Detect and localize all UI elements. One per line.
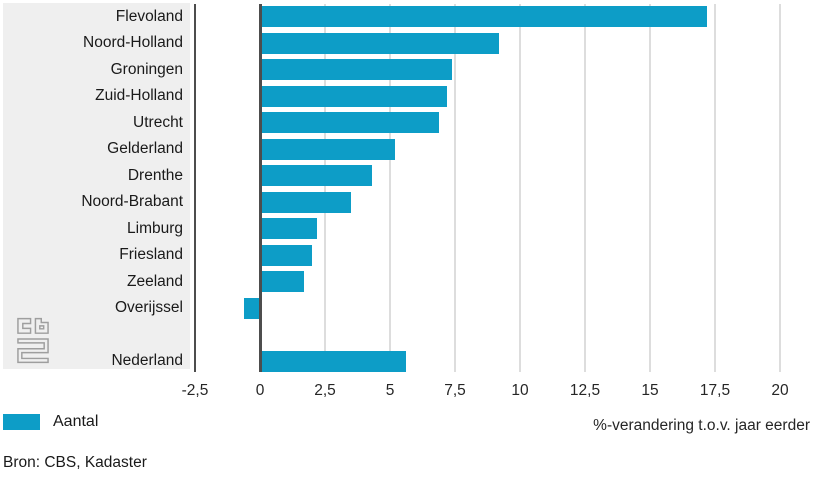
zero-axis-line [258,4,262,372]
category-label: Flevoland [115,7,183,25]
category-label: Noord-Holland [83,34,183,51]
bar-limburg [260,218,318,239]
category-label: Overijssel [114,299,183,316]
gridline [324,4,326,372]
bar-drenthe [260,165,372,186]
bar-utrecht [260,112,440,133]
cbs-logo-s [17,338,49,364]
gridline [584,4,586,372]
x-tick-label: 12,5 [569,382,601,399]
source-text: Bron: CBS, Kadaster [3,454,147,471]
x-tick-label: 0 [255,382,265,399]
legend: Aantal [3,413,98,431]
category-label: Groningen [110,60,183,78]
gridline [714,4,716,372]
bar-noord-holland [260,32,500,54]
category-label: Noord-Brabant [81,193,183,210]
category-label: Limburg [127,219,183,237]
category-label-panel [3,3,190,369]
x-tick-label: 20 [771,382,789,399]
gridline [779,4,781,372]
category-label: Utrecht [133,113,183,131]
category-label: Drenthe [127,166,183,184]
bar-zeeland [260,271,305,292]
gridline [649,4,651,372]
x-tick-label: 7,5 [444,382,466,399]
legend-swatch[interactable] [3,414,40,430]
category-label: Nederland [111,352,183,369]
bar-overijssel [244,297,260,319]
category-label: Zuid-Holland [95,87,183,104]
x-tick-label: 5 [385,382,395,399]
bar-friesland [260,244,312,266]
category-label: Zeeland [126,272,183,290]
gridline [389,4,391,372]
bar-groningen [260,59,453,80]
cbs-logo-b [34,317,49,334]
bar-noord-brabant [260,191,351,213]
gridline [519,4,521,372]
x-tick-label: 17,5 [699,382,731,399]
bar-zuid-holland [260,85,448,107]
x-tick-label: 15 [641,382,659,399]
plot-left-axis-line [194,4,196,372]
category-label: Friesland [119,246,183,263]
category-label: Gelderland [107,140,183,157]
x-tick-label: -2,5 [181,382,209,399]
gridline [454,4,456,372]
x-tick-label: 10 [511,382,529,399]
legend-label[interactable]: Aantal [53,413,99,430]
x-axis-title: %-verandering t.o.v. jaar eerder [593,417,810,434]
x-tick-label: 2,5 [314,382,336,399]
bar-flevoland [260,6,708,27]
bar-nederland [260,350,406,372]
bar-gelderland [260,138,396,160]
cbs-logo [17,317,49,364]
cbs-logo-c [17,317,32,334]
